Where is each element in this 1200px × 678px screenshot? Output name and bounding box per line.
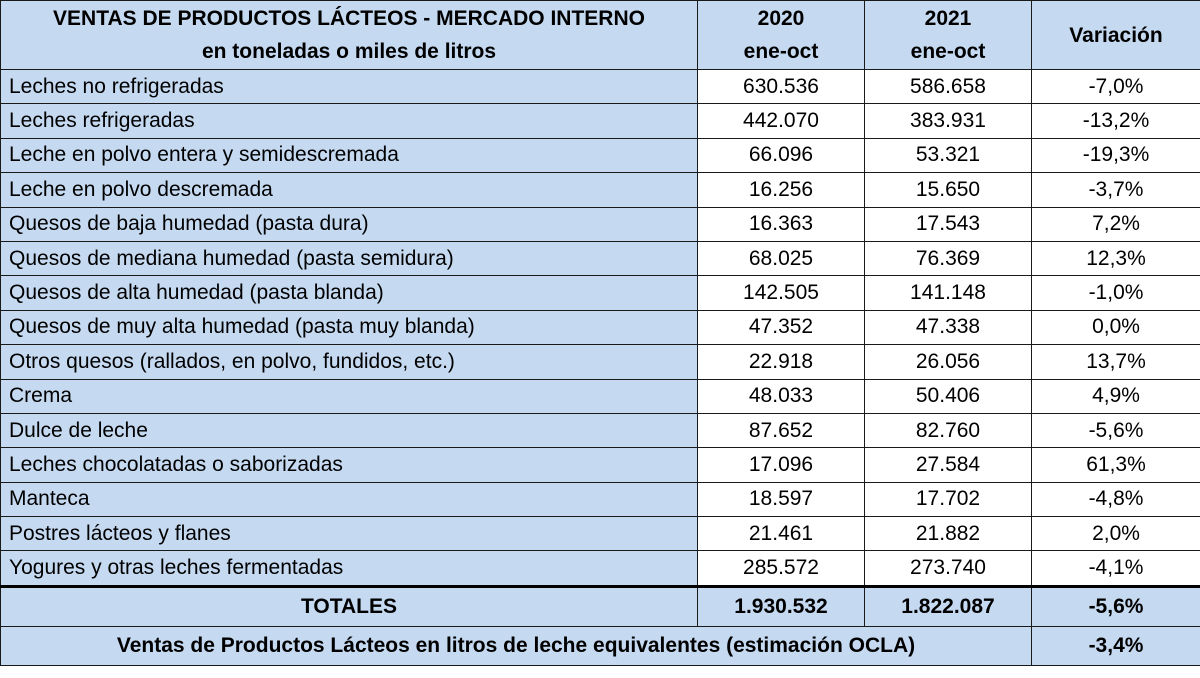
row-value-2021: 27.584 [864,447,1032,483]
row-value-2021: 383.931 [864,103,1032,139]
table-row: Quesos de baja humedad (pasta dura) 16.36… [0,206,1200,242]
totals-2021: 1.822.087 [864,584,1032,627]
row-value-2020: 47.352 [697,309,865,346]
column-2020-period: ene-oct [743,40,819,63]
row-product-name: Quesos de baja humedad (pasta dura) [0,206,698,242]
row-value-2021: 47.338 [864,309,1032,346]
row-product-name: Leches refrigeradas [0,103,698,139]
row-value-2021: 17.543 [864,206,1032,242]
row-value-2021: 50.406 [864,378,1032,414]
row-value-2021: 586.658 [864,68,1032,105]
row-variation: -19,3% [1031,137,1200,174]
row-value-2020: 68.025 [697,240,865,277]
row-value-2020: 16.363 [697,206,865,242]
row-value-2021: 76.369 [864,240,1032,277]
row-variation: 4,9% [1031,378,1200,414]
row-product-name: Quesos de alta humedad (pasta blanda) [0,275,698,311]
row-value-2020: 18.597 [697,481,865,518]
totals-2020: 1.930.532 [697,584,865,627]
table-title-line2: en toneladas o miles de litros [201,40,497,63]
row-product-name: Leches no refrigeradas [0,68,698,105]
row-product-name: Leches chocolatadas o saborizadas [0,447,698,483]
totals-label: TOTALES [0,584,698,627]
row-product-name: Postres lácteos y flanes [0,516,698,552]
row-value-2021: 82.760 [864,412,1032,449]
row-variation: -13,2% [1031,103,1200,139]
row-product-name: Yogures y otras leches fermentadas [0,550,698,587]
table-row: Leche en polvo entera y semidescremada 66… [0,137,1200,174]
table-row: Leches refrigeradas 442.070 383.931 -13,2% [0,103,1200,139]
row-value-2021: 141.148 [864,275,1032,311]
table-row: Leche en polvo descremada 16.256 15.650 -3,… [0,172,1200,208]
row-variation: 13,7% [1031,344,1200,380]
row-variation: -4,1% [1031,550,1200,587]
row-value-2020: 87.652 [697,412,865,449]
row-value-2021: 15.650 [864,172,1032,208]
footer-row: Ventas de Productos Lácteos en litros de… [0,625,1200,666]
column-header-2021: 2021 ene-oct [864,0,1032,70]
table-row: Leches chocolatadas o saborizadas 17.096 2… [0,447,1200,483]
table-row: Crema 48.033 50.406 4,9% [0,378,1200,414]
table-row: Dulce de leche 87.652 82.760 -5,6% [0,412,1200,449]
table-row: Manteca 18.597 17.702 -4,8% [0,481,1200,518]
row-product-name: Otros quesos (rallados, en polvo, fundid… [0,344,698,380]
table-row: Otros quesos (rallados, en polvo, fundid… [0,344,1200,380]
row-product-name: Quesos de mediana humedad (pasta semidur… [0,240,698,277]
column-2021-year: 2021 [924,7,972,30]
row-value-2020: 630.536 [697,68,865,105]
row-product-name: Dulce de leche [0,412,698,449]
row-product-name: Leche en polvo descremada [0,172,698,208]
row-value-2020: 66.096 [697,137,865,174]
footer-variation: -3,4% [1031,625,1200,666]
row-value-2020: 48.033 [697,378,865,414]
row-value-2021: 53.321 [864,137,1032,174]
table-row: Quesos de mediana humedad (pasta semidur… [0,240,1200,277]
row-variation: 7,2% [1031,206,1200,242]
row-value-2020: 21.461 [697,516,865,552]
row-variation: -1,0% [1031,275,1200,311]
column-2020-year: 2020 [757,7,805,30]
row-product-name: Manteca [0,481,698,518]
table-row: Quesos de alta humedad (pasta blanda) 142… [0,275,1200,311]
row-value-2021: 26.056 [864,344,1032,380]
row-product-name: Quesos de muy alta humedad (pasta muy bl… [0,309,698,346]
column-header-2020: 2020 ene-oct [697,0,865,70]
row-value-2020: 16.256 [697,172,865,208]
row-variation: -4,8% [1031,481,1200,518]
column-header-variation: Variación [1031,0,1200,70]
row-value-2021: 21.882 [864,516,1032,552]
table-row: Yogures y otras leches fermentadas 285.57… [0,550,1200,587]
column-2021-period: ene-oct [910,40,986,63]
row-value-2020: 22.918 [697,344,865,380]
row-variation: 0,0% [1031,309,1200,346]
row-value-2021: 273.740 [864,550,1032,587]
row-value-2020: 142.505 [697,275,865,311]
totals-row: TOTALES 1.930.532 1.822.087 -5,6% [0,584,1200,627]
row-variation: -5,6% [1031,412,1200,449]
table-row: Leches no refrigeradas 630.536 586.658 -7,0… [0,68,1200,105]
row-variation: -3,7% [1031,172,1200,208]
table-title-line1: VENTAS DE PRODUCTOS LÁCTEOS - MERCADO IN… [53,7,645,30]
row-product-name: Leche en polvo entera y semidescremada [0,137,698,174]
table-row: Postres lácteos y flanes 21.461 21.882 2,0% [0,516,1200,552]
row-variation: 61,3% [1031,447,1200,483]
row-variation: -7,0% [1031,68,1200,105]
table-row: Quesos de muy alta humedad (pasta muy bl… [0,309,1200,346]
row-value-2020: 17.096 [697,447,865,483]
row-value-2021: 17.702 [864,481,1032,518]
table-title: VENTAS DE PRODUCTOS LÁCTEOS - MERCADO IN… [0,0,698,70]
header-row: VENTAS DE PRODUCTOS LÁCTEOS - MERCADO IN… [0,0,1200,70]
footer-label: Ventas de Productos Lácteos en litros de… [0,625,1032,666]
row-value-2020: 442.070 [697,103,865,139]
row-variation: 12,3% [1031,240,1200,277]
totals-variation: -5,6% [1031,584,1200,627]
row-value-2020: 285.572 [697,550,865,587]
row-product-name: Crema [0,378,698,414]
row-variation: 2,0% [1031,516,1200,552]
